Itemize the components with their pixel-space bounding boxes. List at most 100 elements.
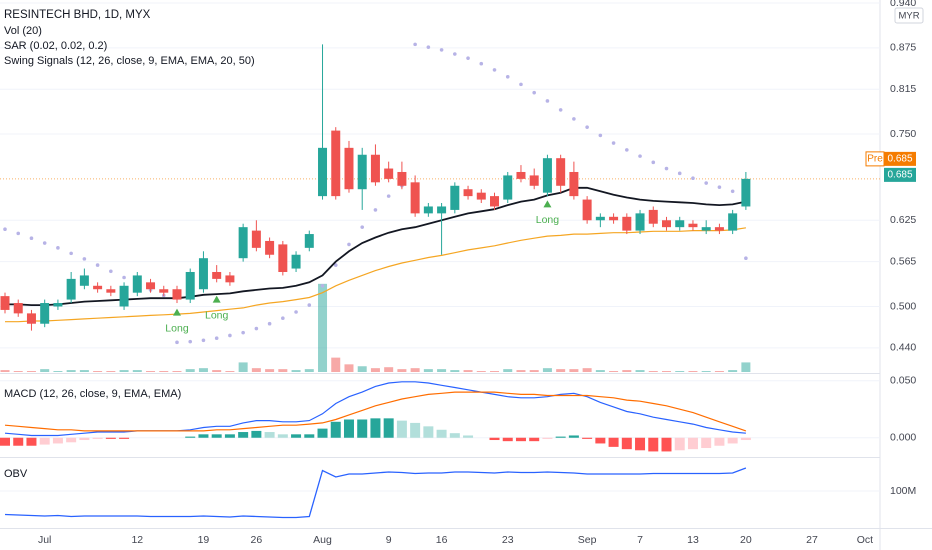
x-tick-label: 13: [687, 534, 699, 546]
y-tick-label: 0.500: [890, 300, 916, 312]
sar-dot: [611, 141, 616, 145]
volume-bar: [225, 371, 235, 372]
signal-label: Long: [536, 214, 560, 226]
x-tick-label: 19: [198, 534, 210, 546]
sar-dot: [479, 61, 484, 66]
sar-dot: [585, 125, 589, 129]
histogram-bar: [13, 437, 24, 446]
x-tick-label: 23: [502, 534, 514, 546]
histogram-bar: [555, 436, 566, 438]
histogram-bar: [79, 437, 90, 441]
volume-bar: [53, 371, 63, 372]
sar-dot: [386, 194, 391, 198]
histogram-bar: [529, 437, 540, 442]
histogram-bar: [66, 437, 77, 443]
candle-body: [609, 216, 619, 221]
candle-body: [569, 171, 579, 197]
candle-body: [26, 313, 36, 324]
plot: 0.440 0.500 0.565 0.625 0.750 0.815 0.875 0.940…: [0, 0, 916, 546]
candle-body: [662, 220, 671, 228]
candle-body: [93, 285, 103, 290]
volume-bar: [423, 369, 433, 372]
histogram-bar: [463, 435, 474, 438]
histogram-bar: [105, 437, 116, 439]
sar-dot: [505, 75, 510, 79]
sar-dot: [426, 45, 431, 49]
legend-entry: Vol (20): [4, 25, 42, 37]
histogram-bar: [357, 419, 368, 438]
y-tick-label: 0.050: [890, 374, 916, 386]
candle-body: [437, 206, 447, 214]
x-tick-label: 16: [436, 534, 448, 546]
histogram-bar: [383, 418, 394, 438]
sar-dot: [3, 227, 7, 232]
sar-dot: [677, 171, 682, 176]
histogram-bar: [92, 437, 103, 439]
candle-body: [0, 296, 10, 310]
sar-dot: [281, 316, 285, 321]
volume-bar: [93, 371, 103, 372]
histogram-bar: [740, 437, 751, 441]
volume-bar: [648, 371, 658, 372]
sar-dot: [254, 326, 259, 331]
histogram-bar: [648, 437, 659, 452]
sar-dot: [69, 251, 73, 256]
sar-dot: [16, 231, 21, 236]
y-tick-label: 100M: [890, 485, 916, 497]
candle-body: [291, 254, 301, 269]
candle-body: [688, 223, 698, 228]
volume-bar: [79, 370, 89, 372]
histogram-bar: [687, 437, 698, 450]
candle-body: [714, 227, 724, 231]
volume-bar: [304, 369, 314, 372]
volume-bar: [662, 371, 671, 372]
volume-bar: [146, 371, 156, 372]
volume-bar: [212, 370, 222, 372]
y-tick-label: 0.000: [890, 432, 916, 444]
volume-bar: [265, 369, 275, 372]
histogram-bar: [224, 434, 235, 438]
volume-bar: [132, 370, 142, 372]
x-tick-label: 7: [637, 534, 643, 546]
sar-dot: [267, 321, 272, 326]
obv-line: [4, 467, 747, 519]
macd-line: [4, 381, 746, 437]
histogram-bar: [343, 419, 354, 438]
histogram-bar: [317, 428, 328, 438]
currency: MYR: [898, 11, 919, 22]
volume-bar: [397, 369, 407, 372]
candle-body: [675, 220, 685, 228]
histogram-bar: [26, 437, 37, 446]
sar-dot: [704, 181, 708, 185]
sar-dot: [175, 340, 179, 345]
y-tick-label: 0.625: [890, 214, 916, 226]
volume-bar: [622, 370, 632, 372]
signal-marker: [212, 295, 221, 303]
histogram-bar: [489, 437, 500, 441]
volume-bar: [437, 369, 447, 372]
y-tick-label: 0.440: [890, 342, 916, 354]
volume-bar: [172, 371, 182, 372]
sar-dot: [360, 225, 365, 229]
sar-dot: [545, 99, 550, 103]
candle-body: [728, 213, 738, 231]
histogram-bar: [304, 434, 315, 438]
candle-body: [450, 185, 460, 210]
histogram-bar: [39, 437, 50, 445]
candle-body: [278, 244, 288, 272]
currency-box: [894, 7, 924, 24]
sar-dot: [519, 82, 523, 87]
last-price: 0.685: [887, 170, 912, 181]
legend-entry: SAR (0.02, 0.02, 0.2): [4, 40, 107, 52]
histogram-bar: [595, 437, 606, 444]
sar-dot: [188, 339, 193, 344]
sar-dot: [294, 310, 298, 314]
volume-bar: [13, 371, 23, 372]
volume-bar: [410, 368, 420, 372]
sar-dot: [598, 133, 603, 138]
candle-body: [13, 303, 23, 314]
histogram-bar: [449, 433, 460, 438]
sar-dot: [638, 154, 642, 158]
histogram-bar: [423, 426, 434, 438]
